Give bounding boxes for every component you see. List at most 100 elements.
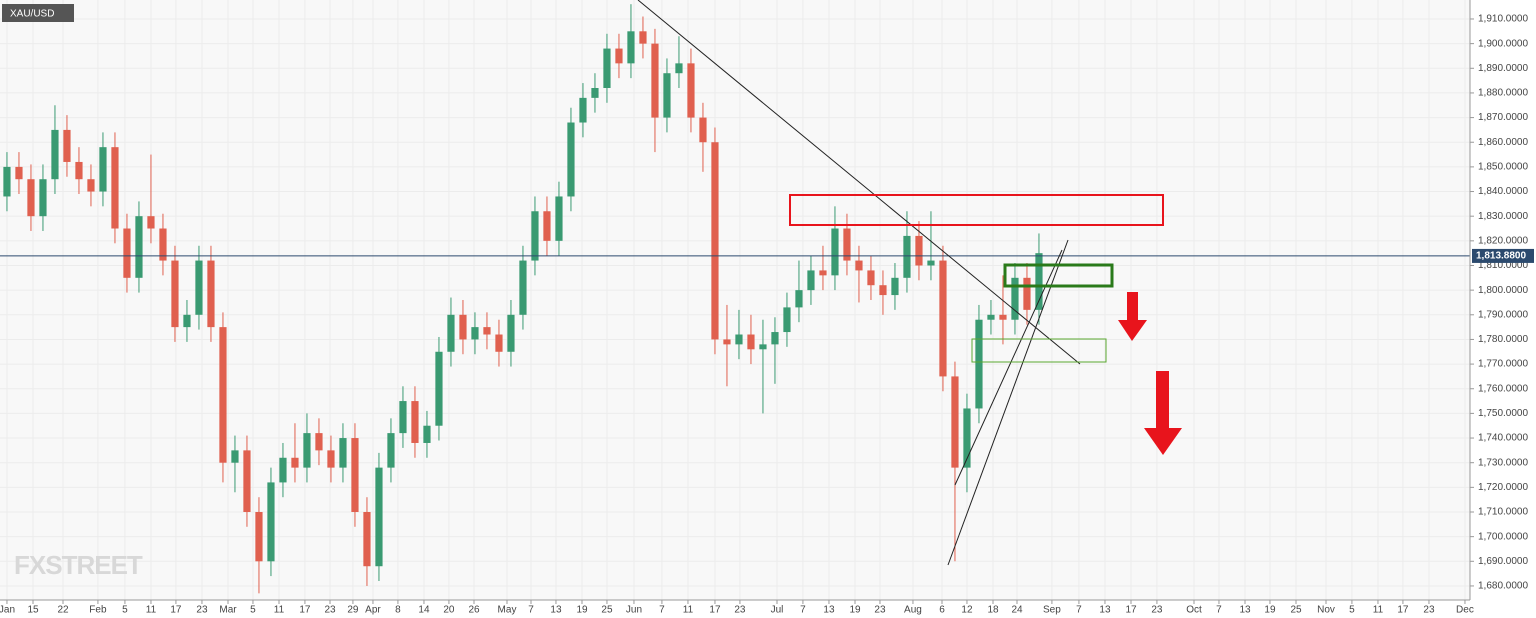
candle-body [843, 228, 851, 261]
candle-body [3, 166, 11, 197]
chart-title: XAU/USD [10, 9, 54, 20]
x-tick-label: 24 [1011, 605, 1023, 616]
candle-body [1023, 277, 1031, 310]
x-tick-label: 13 [1099, 605, 1111, 616]
candle-body [459, 314, 467, 340]
x-tick-label: 19 [576, 605, 588, 616]
candle-body [63, 129, 71, 162]
candle-body [987, 314, 995, 320]
x-tick-label: 23 [196, 605, 208, 616]
candle-body [15, 166, 23, 180]
candle-body [399, 401, 407, 434]
candle-body [75, 161, 83, 180]
candle-body [219, 327, 227, 463]
y-tick-label: 1,860.0000 [1478, 137, 1528, 148]
candle-body [999, 314, 1007, 320]
candle-body [195, 260, 203, 315]
candle-body [255, 511, 263, 562]
x-tick-label: 11 [683, 605, 694, 616]
candle-body [951, 376, 959, 468]
x-tick-label: 13 [1239, 605, 1251, 616]
x-tick-label: 12 [961, 605, 973, 616]
x-tick-label: Jul [771, 605, 784, 616]
candle-body [291, 457, 299, 468]
x-tick-label: 17 [709, 605, 721, 616]
candle-body [231, 450, 239, 463]
x-tick-label: Oct [1186, 605, 1202, 616]
candle-body [375, 467, 383, 567]
candle-body [963, 408, 971, 468]
y-tick-label: 1,800.0000 [1478, 285, 1528, 296]
y-tick-label: 1,720.0000 [1478, 482, 1528, 493]
x-tick-label: 11 [274, 605, 285, 616]
x-tick-label: Dec [1456, 605, 1474, 616]
candle-body [555, 196, 563, 241]
candle-body [711, 142, 719, 340]
candle-body [447, 314, 455, 352]
candle-body [315, 433, 323, 451]
candle-body [819, 270, 827, 276]
candle-body [39, 179, 47, 217]
support-box [971, 338, 1107, 363]
candle-body [807, 270, 815, 291]
arrow [1127, 292, 1138, 320]
candle-body [483, 327, 491, 335]
x-tick-label: Apr [365, 605, 381, 616]
candle-body [171, 260, 179, 328]
candle-body [591, 88, 599, 98]
candle-body [975, 319, 983, 409]
x-tick-label: 17 [1125, 605, 1137, 616]
x-tick-label: 15 [27, 605, 39, 616]
candle-body [351, 438, 359, 512]
candle-body [651, 43, 659, 118]
x-tick-label: 11 [1373, 605, 1384, 616]
x-tick-label: 19 [1264, 605, 1276, 616]
x-tick-label: 7 [1076, 605, 1082, 616]
candle-body [99, 147, 107, 192]
x-tick-label: 25 [1290, 605, 1302, 616]
candles [0, 4, 1470, 594]
x-tick-label: 22 [57, 605, 69, 616]
x-tick-label: 17 [299, 605, 311, 616]
x-tick-label: 23 [1151, 605, 1163, 616]
arrow [1118, 320, 1147, 341]
x-tick-label: 7 [1216, 605, 1222, 616]
x-tick-label: 7 [528, 605, 534, 616]
x-tick-label: Aug [904, 605, 922, 616]
x-tick-label: 23 [324, 605, 336, 616]
candle-body [867, 270, 875, 286]
x-tick-label: Mar [219, 605, 237, 616]
candle-body [387, 433, 395, 468]
candle-body [615, 48, 623, 64]
y-tick-label: 1,850.0000 [1478, 162, 1528, 173]
last-price-badge [1472, 248, 1534, 263]
candle-body [723, 339, 731, 345]
symbol-badge [2, 4, 74, 22]
y-tick-label: 1,870.0000 [1478, 112, 1528, 123]
candle-body [855, 260, 863, 271]
candle-body [915, 235, 923, 266]
candle-body [471, 327, 479, 340]
x-tick-label: May [498, 605, 517, 616]
x-tick-label: Jan [0, 605, 15, 616]
arrow [1144, 428, 1182, 455]
x-tick-label: 19 [849, 605, 861, 616]
candle-body [27, 179, 35, 217]
candle-body [339, 438, 347, 468]
x-tick-label: 26 [468, 605, 480, 616]
x-tick-label: 13 [823, 605, 835, 616]
candle-body [207, 260, 215, 328]
x-tick-label: 5 [122, 605, 128, 616]
candle-body [759, 344, 767, 350]
x-tick-label: 14 [418, 605, 430, 616]
arrow [1156, 371, 1169, 428]
x-tick-label: Nov [1317, 605, 1335, 616]
y-tick-label: 1,700.0000 [1478, 531, 1528, 542]
candle-body [507, 314, 515, 352]
x-tick-label: 29 [347, 605, 359, 616]
x-tick-label: 8 [395, 605, 401, 616]
x-tick-label: 6 [939, 605, 945, 616]
candle-body [579, 97, 587, 123]
candle-body [735, 334, 743, 345]
y-tick-label: 1,830.0000 [1478, 211, 1528, 222]
